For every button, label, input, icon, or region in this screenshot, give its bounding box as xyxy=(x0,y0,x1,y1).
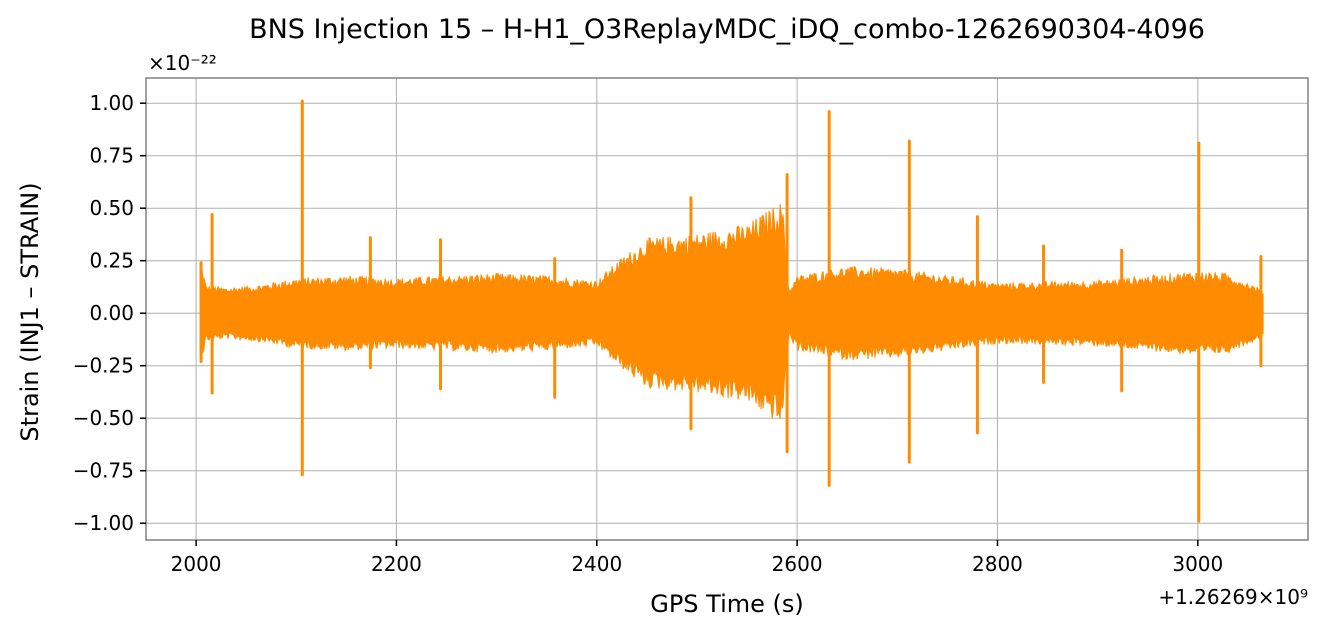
x-tick-label: 2400 xyxy=(571,552,622,576)
x-tick-label: 3000 xyxy=(1172,552,1223,576)
y-tick-label: 0.25 xyxy=(89,249,134,273)
plot-area xyxy=(199,99,1264,523)
y-tick-label: −0.50 xyxy=(73,406,134,430)
x-tick-label: 2200 xyxy=(371,552,422,576)
y-axis-label: Strain (INJ1 – STRAIN) xyxy=(16,182,44,441)
axes-frame xyxy=(145,77,1309,541)
y-scale-label: ×10⁻²² xyxy=(148,51,217,75)
x-tick-label: 2000 xyxy=(171,552,222,576)
y-tick-label: 0.50 xyxy=(89,196,134,220)
y-tick-label: −0.75 xyxy=(73,459,134,483)
x-tick-label: 2600 xyxy=(772,552,823,576)
x-offset-label: +1.26269×10⁹ xyxy=(1158,585,1308,609)
x-tick-label: 2800 xyxy=(972,552,1023,576)
y-tick-label: −1.00 xyxy=(73,511,134,535)
x-axis-label: GPS Time (s) xyxy=(650,590,804,618)
tick-layer: 2000 2200 2400 2600 2800 3000 −1.00 −0.75 −0.50 −… xyxy=(73,91,1224,576)
chart-title: BNS Injection 15 – H-H1_O3ReplayMDC_iDQ_… xyxy=(249,14,1205,45)
strain-band xyxy=(199,204,1264,419)
y-tick-label: −0.25 xyxy=(73,354,134,378)
y-tick-label: 1.00 xyxy=(89,91,134,115)
y-tick-label: 0.00 xyxy=(89,301,134,325)
y-tick-label: 0.75 xyxy=(89,144,134,168)
